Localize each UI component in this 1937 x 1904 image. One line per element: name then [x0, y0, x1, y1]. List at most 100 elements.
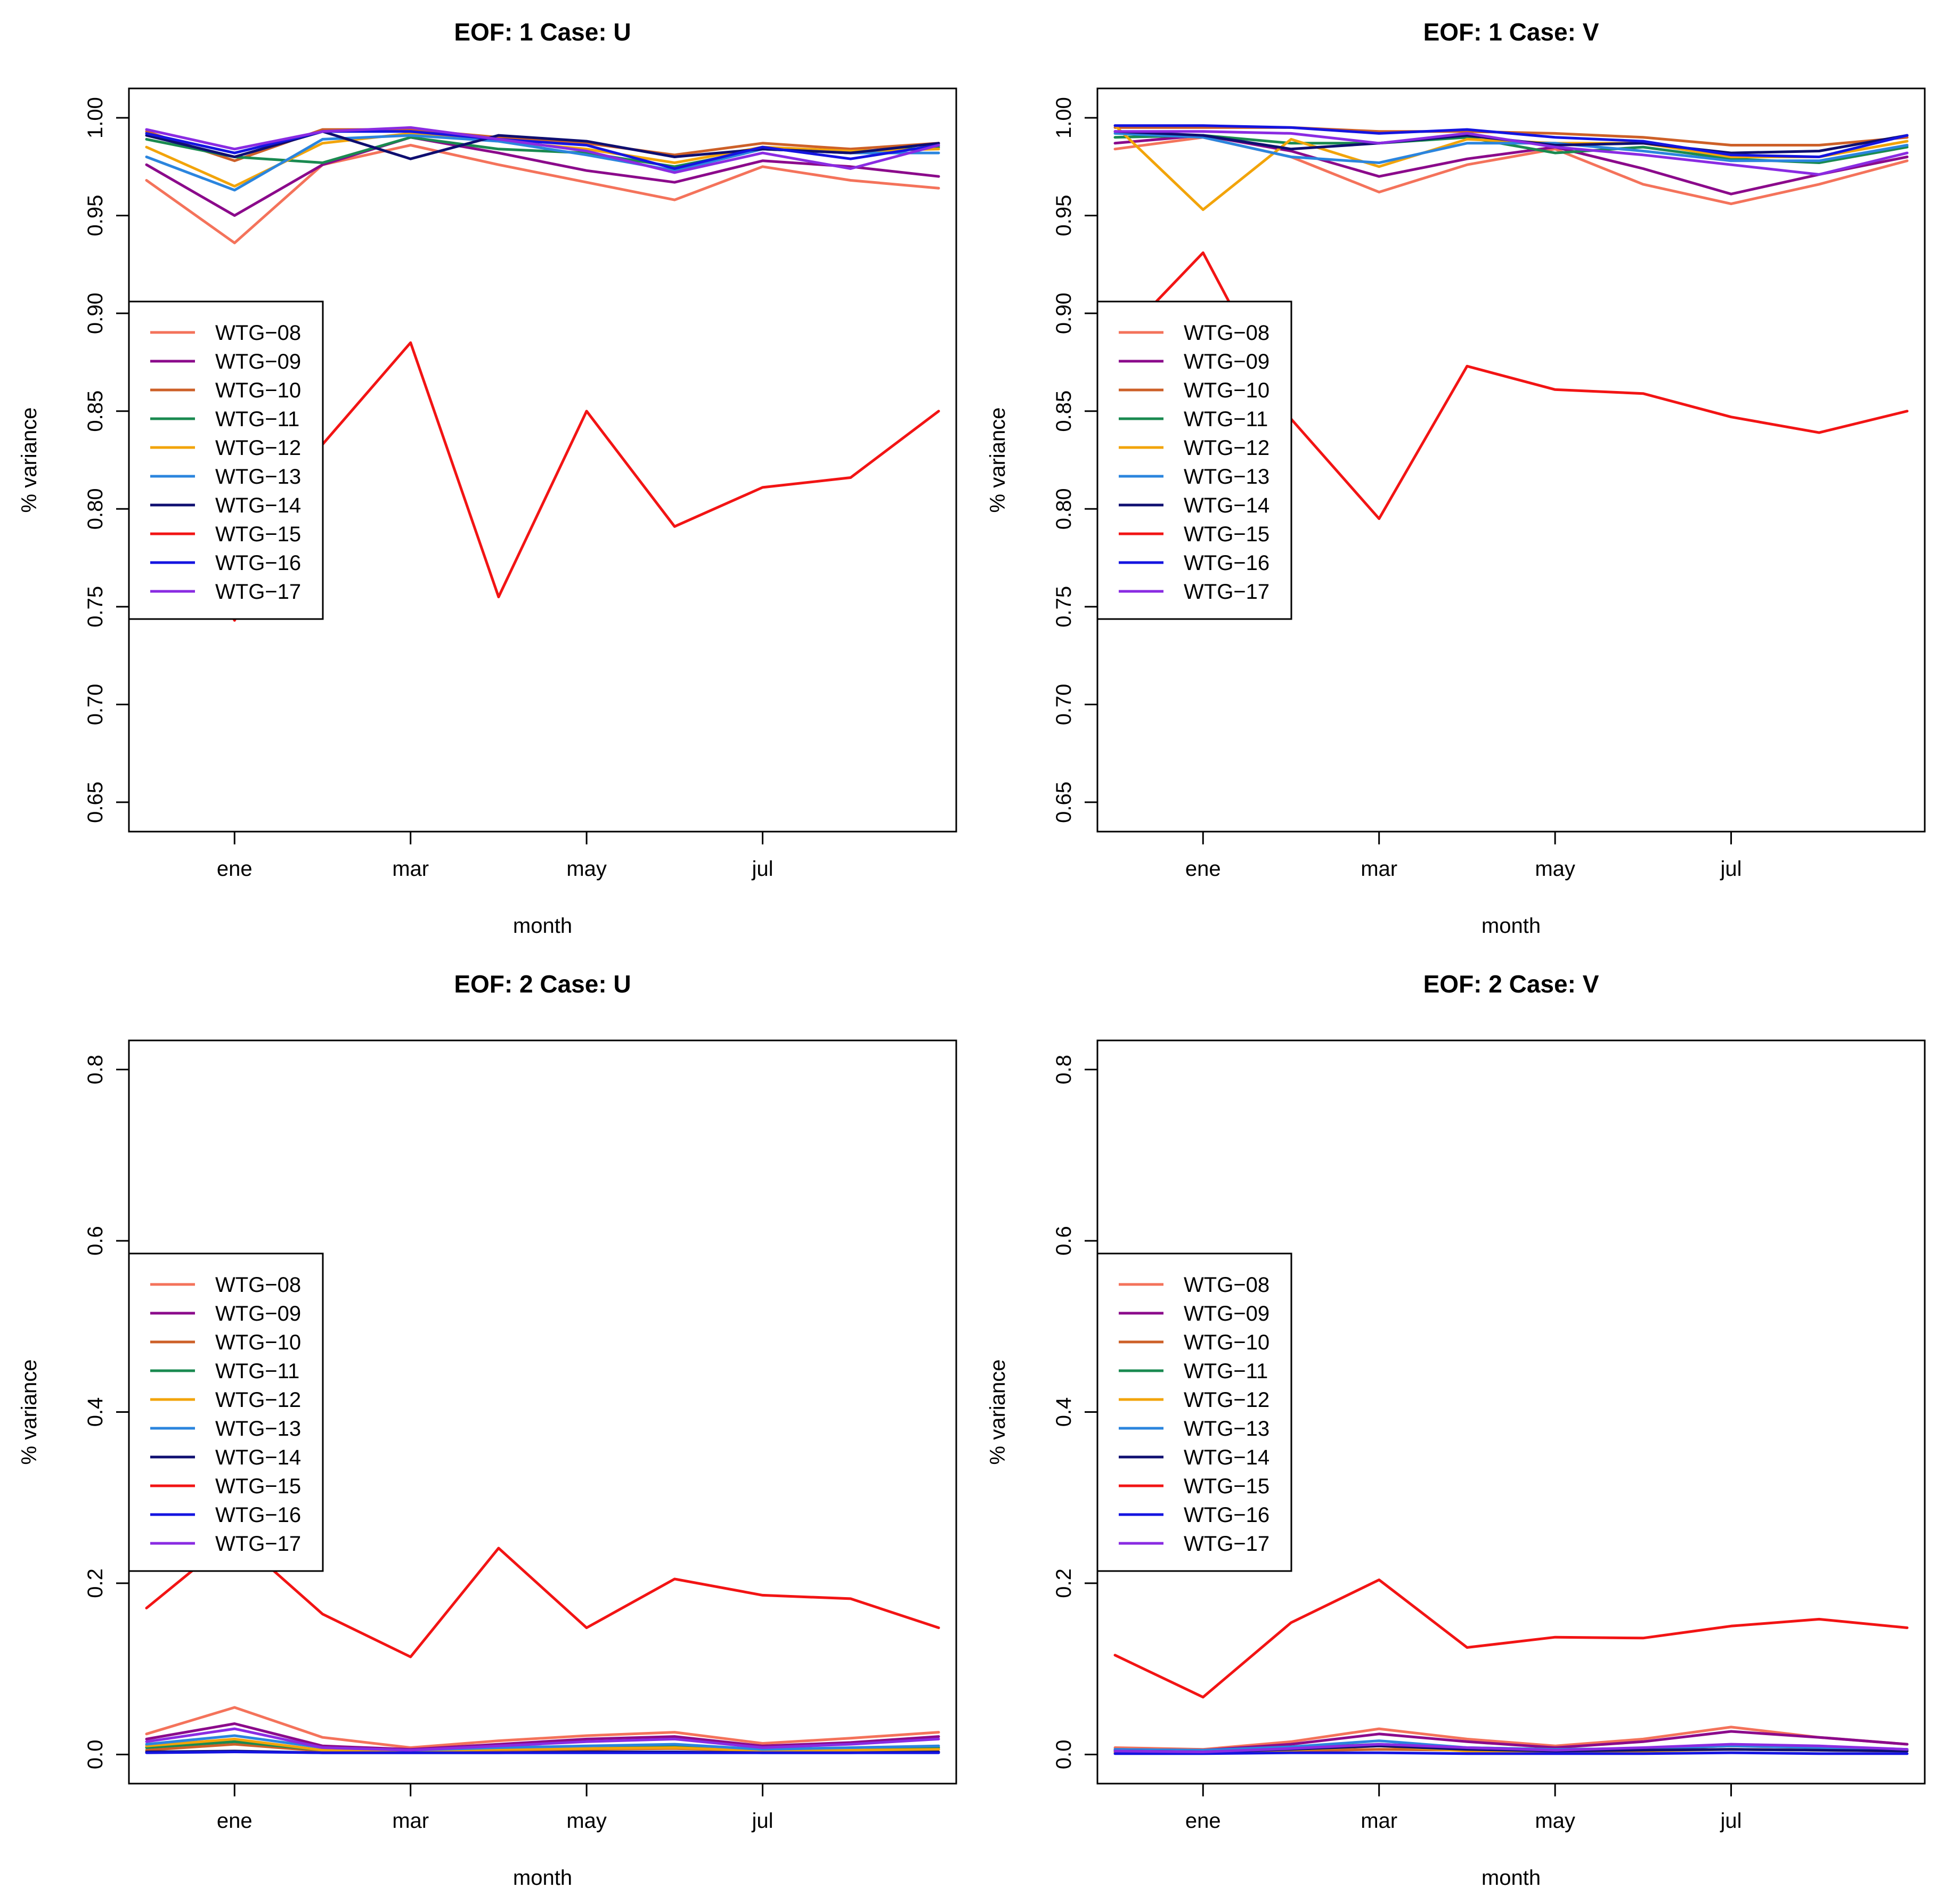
legend: WTG−08 WTG−09 WTG−10 WTG−11 WTG−12 WTG−13 WTG−…	[128, 300, 324, 620]
legend-label: WTG−17	[215, 1532, 301, 1556]
legend-label: WTG−12	[1184, 436, 1269, 460]
legend-label: WTG−17	[215, 580, 301, 604]
series-lines	[1113, 1578, 1909, 1755]
x-tick-label: mar	[1361, 1809, 1397, 1833]
legend-label: WTG−11	[1184, 1360, 1268, 1383]
x-tick-label: may	[566, 1809, 607, 1833]
y-tick-label: 0.90	[84, 292, 107, 334]
series-line-1	[145, 136, 940, 217]
x-tick-label: ene	[1185, 857, 1221, 881]
legend-label: WTG−11	[215, 408, 299, 431]
series-line-9	[145, 1727, 940, 1752]
legend-label: WTG−10	[1184, 379, 1269, 402]
y-tick-label: 1.00	[1052, 97, 1076, 139]
legend-label: WTG−16	[215, 1503, 301, 1527]
x-tick-label: mar	[1361, 857, 1397, 881]
x-tick-label: jul	[752, 857, 774, 881]
y-tick-label: 0.90	[1052, 292, 1076, 334]
y-tick-label: 0.80	[1052, 488, 1076, 530]
legend-label: WTG−17	[1184, 580, 1269, 604]
y-tick-label: 0.75	[84, 586, 107, 628]
series-line-6	[145, 130, 940, 160]
legend-label: WTG−09	[1184, 1302, 1269, 1325]
series-line-9	[1113, 1743, 1909, 1753]
y-tick-label: 0.8	[1052, 1055, 1076, 1085]
y-tick-label: 0.70	[84, 684, 107, 725]
legend-label: WTG−12	[215, 1388, 301, 1412]
legend-label: WTG−16	[1184, 1503, 1269, 1527]
series-line-4	[145, 1737, 940, 1753]
legend-label: WTG−12	[215, 436, 301, 460]
legend-label: WTG−15	[215, 523, 301, 546]
x-axis-label: month	[513, 914, 572, 938]
legend-label: WTG−09	[215, 350, 301, 373]
chart-panel-3: EOF: 2 Case: U ene mar may jul 0.0 0.2 0.4 0.6 0.…	[0, 952, 968, 1904]
legend-label: WTG−13	[215, 465, 301, 489]
series-line-0	[145, 144, 940, 245]
legend-box	[1096, 300, 1292, 620]
legend-label: WTG−14	[215, 1446, 301, 1469]
series-line-5	[1113, 132, 1909, 164]
y-tick-label: 0.65	[1052, 782, 1076, 823]
series-line-9	[145, 126, 940, 174]
y-tick-label: 1.00	[84, 97, 107, 139]
x-tick-label: may	[1535, 857, 1575, 881]
chart-title: EOF: 1 Case: V	[1423, 18, 1599, 46]
legend-label: WTG−10	[1184, 1331, 1269, 1354]
series-line-7	[145, 1535, 940, 1658]
series-line-9	[1113, 130, 1909, 176]
legend-label: WTG−13	[215, 1417, 301, 1441]
chart-panel-1: EOF: 1 Case: U ene mar may jul 0.65 0.70 0.75 0.…	[0, 0, 968, 952]
x-tick-label: jul	[1720, 857, 1742, 881]
x-axis-label: month	[513, 1866, 572, 1890]
series-line-8	[1113, 1751, 1909, 1755]
legend-label: WTG−13	[1184, 465, 1269, 489]
y-tick-label: 0.70	[1052, 684, 1076, 725]
series-line-5	[145, 1734, 940, 1752]
y-tick-label: 0.2	[1052, 1568, 1076, 1598]
legend-label: WTG−15	[215, 1475, 301, 1498]
x-axis-label: month	[1482, 914, 1541, 938]
y-tick-label: 0.85	[84, 390, 107, 432]
series-line-0	[145, 1706, 940, 1749]
x-tick-label: ene	[217, 857, 253, 881]
series-line-8	[145, 130, 940, 170]
chart-svg: EOF: 1 Case: U ene mar may jul 0.65 0.70 0.75 0.…	[18, 18, 957, 938]
legend-label: WTG−16	[1184, 551, 1269, 575]
y-tick-label: 0.2	[84, 1568, 107, 1598]
series-line-0	[1113, 1726, 1909, 1751]
chart-title: EOF: 2 Case: U	[454, 970, 631, 998]
x-tick-label: mar	[392, 857, 429, 881]
legend-label: WTG−08	[215, 321, 301, 345]
x-tick-label: ene	[217, 1809, 253, 1833]
legend-label: WTG−10	[215, 379, 301, 402]
legend-label: WTG−15	[1184, 1475, 1269, 1498]
series-line-7	[1113, 1578, 1909, 1699]
x-tick-label: may	[566, 857, 607, 881]
x-tick-label: ene	[1185, 1809, 1221, 1833]
x-tick-label: jul	[752, 1809, 774, 1833]
y-axis-label: % variance	[986, 408, 1010, 513]
y-tick-label: 0.6	[1052, 1226, 1076, 1256]
legend-label: WTG−11	[215, 1360, 299, 1383]
legend-label: WTG−08	[215, 1273, 301, 1297]
y-tick-label: 0.85	[1052, 390, 1076, 432]
y-tick-label: 0.75	[1052, 586, 1076, 628]
y-tick-label: 0.95	[1052, 195, 1076, 237]
legend-label: WTG−14	[1184, 1446, 1269, 1469]
chart-panel-2: EOF: 1 Case: V ene mar may jul 0.65 0.70 0.75 0.…	[968, 0, 1937, 952]
legend-label: WTG−16	[215, 551, 301, 575]
y-axis-label: % variance	[18, 1360, 41, 1465]
legend-label: WTG−14	[215, 494, 301, 517]
chart-svg: EOF: 1 Case: V ene mar may jul 0.65 0.70 0.75 0.…	[986, 18, 1926, 938]
y-tick-label: 0.0	[1052, 1740, 1076, 1770]
y-axis-label: % variance	[986, 1360, 1010, 1465]
y-tick-label: 0.6	[84, 1226, 107, 1256]
series-lines	[145, 1535, 940, 1754]
y-tick-label: 0.4	[1052, 1397, 1076, 1427]
legend-label: WTG−12	[1184, 1388, 1269, 1412]
legend: WTG−08 WTG−09 WTG−10 WTG−11 WTG−12 WTG−13 WTG−…	[1096, 300, 1292, 620]
series-line-8	[1113, 124, 1909, 158]
chart-panel-4: EOF: 2 Case: V ene mar may jul 0.0 0.2 0.4 0.6 0.…	[968, 952, 1937, 1904]
